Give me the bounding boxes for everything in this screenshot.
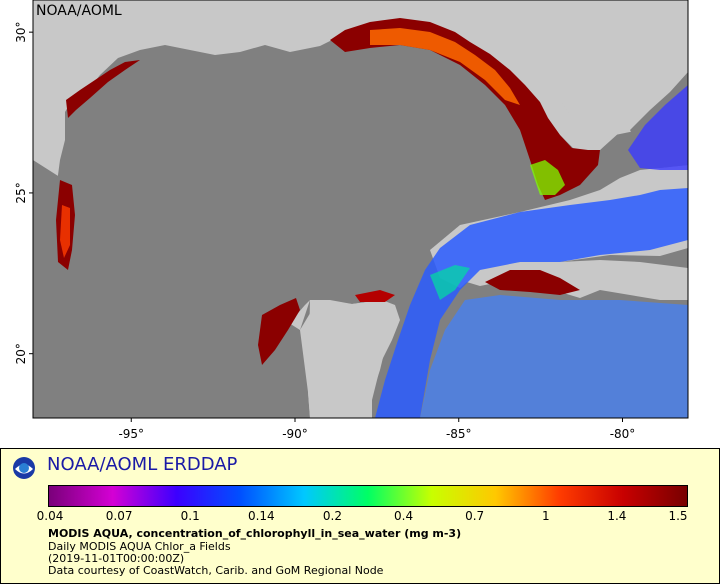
chlorophyll-band-north-coast-high [370,28,520,105]
chlorophyll-swath-caribbean-low [420,295,688,418]
chlorophyll-band-yucatan-north [355,290,395,302]
caption-credit: Data courtesy of CoastWatch, Carib. and … [48,564,384,577]
chlorophyll-swath-atlantic [628,85,688,170]
erddap-title: NOAA/AOML ERDDAP [47,454,238,475]
caption-variable: MODIS AQUA, concentration_of_chlorophyll… [48,527,462,540]
colorbar-tick-label: 0.7 [465,509,485,523]
lon-tick-label: -80° [610,427,636,441]
longitude-ticks: -95° -90° -85° -80° [118,418,635,441]
legend-footer: NOAA/AOML ERDDAP MODIS AQUA, concentrati… [0,448,720,584]
colorbar-tick-label: 0.4 [394,509,414,523]
colorbar [48,485,688,507]
lon-tick-label: -95° [118,427,144,441]
corner-label: NOAA/AOML [36,3,122,19]
chlorophyll-band-north-coast [330,18,600,200]
colorbar-tick-label: 0.14 [247,509,275,523]
latitude-ticks: 30° 25° 20° [14,22,33,364]
chlorophyll-band-florida-west [530,160,565,195]
map-frame [32,0,689,419]
colorbar-tick-label: 0.07 [105,509,133,523]
colorbar-tick-label: 0.2 [322,509,342,523]
colorbar-tick-label: 0.04 [36,509,64,523]
colorbar-tick-label: 1.5 [668,509,688,523]
caption-time: (2019-11-01T00:00:00Z) [48,552,185,565]
chlorophyll-band-west-coast-mid [60,205,70,258]
yucatan-land [308,300,400,418]
lat-tick-label: 30° [14,22,28,43]
chlorophyll-swath-caribbean [375,188,688,418]
lon-tick-label: -85° [446,427,472,441]
lat-tick-label: 20° [14,343,28,364]
map-canvas: 30° 25° 20° -95° -90° -85° -80° [14,0,689,441]
lat-tick-label: 25° [14,182,28,203]
lon-tick-label: -90° [282,427,308,441]
colorbar-tick-label: 1.4 [607,509,627,523]
map-plot-area [33,0,688,418]
chlorophyll-swath-green-band [430,265,470,300]
noaa-logo-icon [13,457,35,479]
map-panel: 30° 25° 20° -95° -90° -85° -80° NOAA/AOML [14,0,689,441]
chlorophyll-band-cuba [485,270,580,295]
caption-dataset: Daily MODIS AQUA Chlor_a Fields [48,540,231,553]
colorbar-tick-label: 0.1 [180,509,200,523]
chlorophyll-band-campeche [258,298,300,365]
colorbar-tick-label: 1 [541,509,550,523]
chlorophyll-band-texas [66,60,140,118]
